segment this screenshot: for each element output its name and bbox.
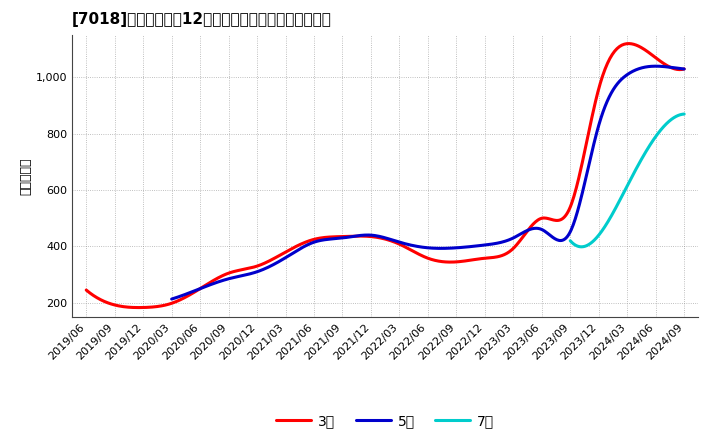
7年 [680,111,688,117]
Text: [7018]　当期純利益12か月移動合計の標準偏差の推移: [7018] 当期純利益12か月移動合計の標準偏差の推移 [72,12,332,27]
3年 [371,235,379,240]
3年 [625,41,634,46]
5年 [651,63,660,69]
3年 [367,234,376,239]
3年 [680,66,688,72]
7年 [577,244,586,249]
5年 [588,150,596,155]
5年 [669,65,678,70]
3年 [82,287,91,293]
7年 [620,188,629,194]
7年 [678,112,686,117]
3年 [135,305,143,310]
5年 [472,243,481,249]
3年 [573,180,582,186]
7年 [628,174,636,179]
3年 [439,259,448,264]
7年 [634,162,643,168]
Y-axis label: （百万円）: （百万円） [20,157,33,195]
7年 [660,124,668,129]
Line: 5年: 5年 [171,66,684,299]
5年 [680,66,688,72]
Legend: 3年, 5年, 7年: 3年, 5年, 7年 [271,408,500,433]
5年 [410,243,419,249]
5年 [414,244,423,249]
7年 [621,187,629,192]
Line: 3年: 3年 [86,44,684,308]
3年 [407,247,415,253]
5年 [445,246,454,251]
Line: 7年: 7年 [570,114,684,247]
7年 [566,238,575,243]
3年 [668,66,677,71]
5年 [167,297,176,302]
